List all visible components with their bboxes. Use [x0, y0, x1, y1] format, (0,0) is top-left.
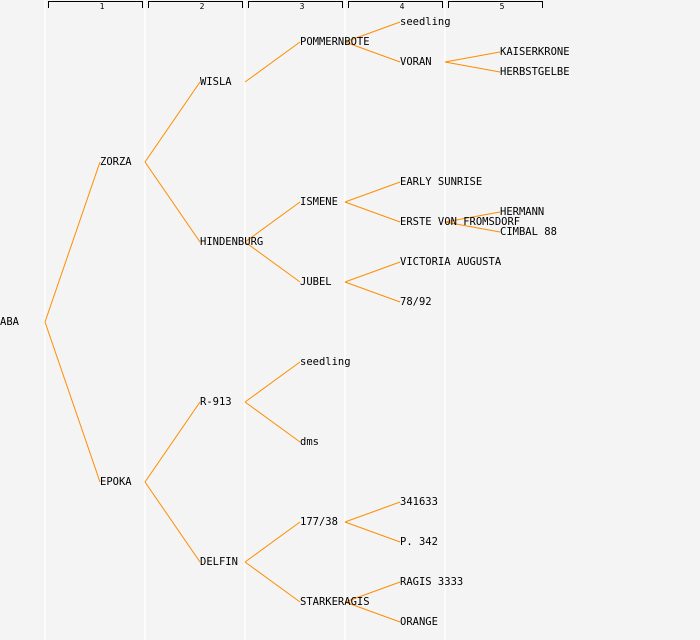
parent-link: [244, 521, 301, 563]
generation-bracket: [348, 1, 443, 8]
pedigree-node[interactable]: POMMERNBOTE: [300, 36, 370, 48]
parent-link: [244, 201, 301, 243]
parent-link: [244, 241, 301, 283]
parent-link: [344, 181, 401, 203]
parent-link: [144, 401, 201, 483]
pedigree-node[interactable]: VORAN: [400, 56, 432, 68]
generation-bracket: [248, 1, 343, 8]
pedigree-node[interactable]: seedling: [400, 16, 451, 28]
generation-bracket: [448, 1, 543, 8]
pedigree-node[interactable]: 341633: [400, 496, 438, 508]
pedigree-node[interactable]: seedling: [300, 356, 351, 368]
parent-link: [44, 321, 101, 483]
parent-link: [444, 61, 501, 73]
parent-link: [344, 601, 401, 623]
pedigree-node[interactable]: RAGIS 3333: [400, 576, 464, 588]
pedigree-node[interactable]: dms: [300, 436, 319, 448]
parent-link: [344, 521, 401, 543]
generation-bracket: [48, 1, 143, 8]
parent-link: [144, 81, 201, 163]
generation-number: 4: [399, 2, 405, 11]
generation-number: 1: [99, 2, 105, 11]
parent-link: [344, 201, 401, 223]
generation-number: 5: [499, 2, 505, 11]
generation-bracket: [148, 1, 243, 8]
parent-link: [44, 161, 101, 323]
parent-link: [344, 281, 401, 303]
parent-link: [444, 221, 501, 233]
pedigree-node[interactable]: P. 342: [400, 536, 438, 548]
generation-number: 3: [299, 2, 305, 11]
pedigree-node[interactable]: 177/38: [300, 516, 338, 528]
pedigree-node[interactable]: 78/92: [400, 296, 432, 308]
parent-link: [244, 401, 301, 443]
pedigree-node[interactable]: R-913: [200, 396, 232, 408]
parent-link: [344, 41, 401, 63]
pedigree-node[interactable]: ERSTE VON FROMSDORF: [400, 216, 521, 228]
pedigree-node[interactable]: ABA: [0, 316, 19, 328]
pedigree-node[interactable]: VICTORIA AUGUSTA: [400, 256, 502, 268]
pedigree-node[interactable]: KAISERKRONE: [500, 46, 570, 58]
parent-link: [244, 361, 301, 403]
parent-link: [344, 21, 401, 43]
pedigree-node[interactable]: JUBEL: [300, 276, 332, 288]
parent-link: [344, 261, 401, 283]
pedigree-node[interactable]: HERMANN: [500, 206, 545, 218]
pedigree-node[interactable]: ZORZA: [100, 156, 132, 168]
pedigree-node[interactable]: ORANGE: [400, 616, 438, 628]
pedigree-node[interactable]: CIMBAL 88: [500, 226, 557, 238]
parent-link: [444, 51, 501, 63]
parent-link: [244, 41, 301, 83]
pedigree-node[interactable]: HINDENBURG: [200, 236, 264, 248]
parent-link: [444, 211, 501, 223]
pedigree-node[interactable]: DELFIN: [200, 556, 238, 568]
generation-number: 2: [199, 2, 205, 11]
parent-link: [244, 561, 301, 603]
parent-link: [344, 501, 401, 523]
pedigree-node[interactable]: STARKERAGIS: [300, 596, 370, 608]
parent-link: [144, 161, 201, 243]
pedigree-node[interactable]: EPOKA: [100, 476, 132, 488]
parent-link: [344, 581, 401, 603]
pedigree-node[interactable]: HERBSTGELBE: [500, 66, 570, 78]
pedigree-node[interactable]: ISMENE: [300, 196, 338, 208]
pedigree-node[interactable]: WISLA: [200, 76, 232, 88]
parent-link: [144, 481, 201, 563]
pedigree-node[interactable]: EARLY SUNRISE: [400, 176, 483, 188]
